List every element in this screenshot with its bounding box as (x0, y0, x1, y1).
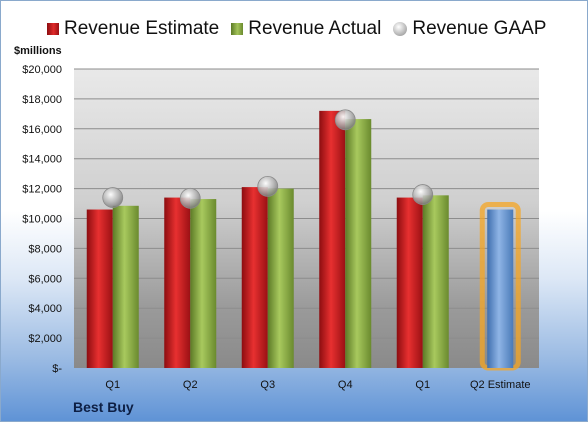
bar-revenue-actual (112, 205, 139, 368)
point-revenue-gaap (102, 187, 124, 208)
y-tick-label: $20,000 (22, 64, 62, 76)
x-tick-label: Q2 Estimate (470, 379, 531, 391)
point-revenue-gaap (179, 187, 201, 209)
legend-swatch-gaap (393, 22, 408, 36)
bar-revenue-estimate (319, 110, 346, 369)
point-revenue-gaap (334, 109, 356, 131)
legend-swatch-estimate (47, 23, 59, 35)
x-tick-label: Q1 (415, 379, 430, 391)
bar-revenue-actual (267, 188, 294, 368)
x-tick-label: Q1 (105, 379, 120, 391)
legend-item-gaap: Revenue GAAP (393, 18, 546, 40)
bar-revenue-estimate (396, 197, 423, 368)
bar-revenue-estimate (241, 187, 268, 368)
x-tick-label: Q4 (338, 379, 353, 391)
company-name: Best Buy (73, 399, 134, 415)
y-tick-label: $10,000 (22, 214, 62, 226)
legend-label-estimate: Revenue Estimate (64, 18, 220, 39)
y-tick-label: $4,000 (28, 303, 62, 315)
bar-revenue-actual (345, 119, 372, 369)
y-axis-units-label: $millions (14, 45, 62, 57)
legend-swatch-actual (231, 23, 244, 35)
point-revenue-gaap (257, 175, 279, 197)
legend-item-estimate: Revenue Estimate (47, 18, 219, 40)
bar-revenue-estimate (86, 209, 113, 368)
y-tick-label: $18,000 (22, 94, 62, 106)
x-tick-label: Q2 (183, 379, 198, 391)
bar-revenue-estimate (164, 197, 191, 368)
y-tick-label: $2,000 (28, 333, 62, 345)
legend-item-actual: Revenue Actual (231, 18, 381, 40)
y-tick-label: $8,000 (28, 243, 62, 255)
bar-revenue-actual (190, 199, 217, 368)
legend-label-actual: Revenue Actual (248, 18, 382, 39)
bar-revenue-estimate-upcoming (487, 209, 514, 368)
point-revenue-gaap (412, 184, 434, 205)
x-tick-label: Q3 (260, 379, 275, 391)
y-tick-label: $14,000 (22, 154, 62, 166)
legend-label-gaap: Revenue GAAP (412, 18, 547, 39)
y-tick-label: $6,000 (28, 273, 62, 285)
y-tick-label: $- (52, 363, 62, 375)
y-tick-label: $12,000 (22, 184, 62, 196)
bar-revenue-actual (422, 195, 449, 368)
legend: Revenue Estimate Revenue Actual Revenue … (47, 18, 558, 40)
y-tick-label: $16,000 (22, 124, 62, 136)
